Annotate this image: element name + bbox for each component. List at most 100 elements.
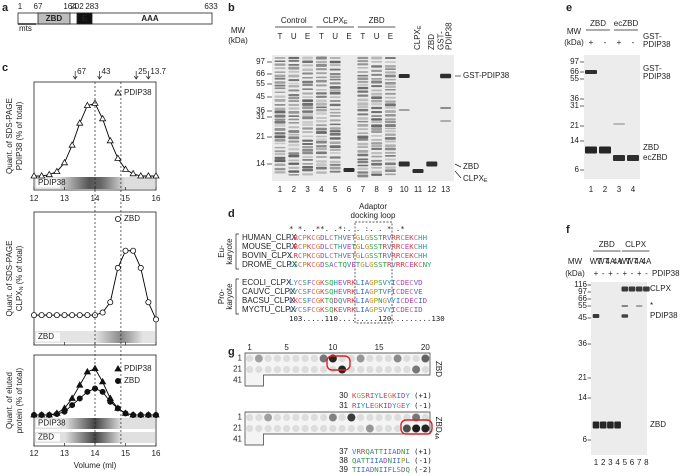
residue: D (397, 447, 401, 456)
gel-band (274, 95, 286, 98)
residue: V (342, 233, 347, 242)
array-spot (273, 413, 281, 422)
row-label: 1 (238, 413, 243, 422)
domain-label: mts (19, 24, 32, 33)
gel-band (384, 106, 396, 109)
gel-band (329, 73, 341, 75)
residue: G (316, 233, 320, 242)
gel-band (288, 130, 300, 133)
gel-band (592, 421, 600, 429)
residue: G (365, 233, 369, 242)
gel-band (329, 96, 341, 98)
residue: A (365, 287, 370, 296)
column-label: 20 (421, 343, 430, 352)
data-point (106, 136, 114, 144)
register-shift: (-1) (414, 401, 432, 410)
gel-band (302, 116, 314, 120)
group-bracket (235, 278, 239, 315)
gel-band (315, 92, 327, 95)
residue: I (397, 391, 401, 400)
marker-label: 21 (578, 373, 587, 382)
group-label: Control (281, 16, 307, 25)
gel-band (329, 170, 341, 173)
species-name: MYCTU_CLPX (242, 305, 296, 314)
gel-band (384, 82, 396, 85)
array-spot (338, 413, 346, 422)
residue: F (387, 287, 392, 296)
residue: E (405, 305, 409, 314)
annotation: Adaptor (359, 202, 387, 211)
y-axis-label: protein (% of total) (15, 367, 24, 433)
gel-band (274, 63, 286, 66)
gel-band (412, 169, 424, 173)
gel-band (357, 171, 369, 174)
label-subscript: E (417, 25, 423, 29)
gel-band (274, 132, 286, 135)
species-name: HUMAN_CLPX (242, 233, 297, 242)
array-name: ZBD (434, 361, 443, 377)
gel-band (371, 73, 383, 76)
legend-label: ZBD (124, 214, 140, 223)
marker-label: 6 (575, 165, 580, 174)
residue: E (409, 260, 413, 269)
residue: Y (405, 391, 410, 400)
gel-band (302, 113, 314, 116)
gel-band (329, 148, 341, 151)
data-point (68, 394, 76, 401)
gel-band (288, 118, 300, 121)
size-marker-label: 67 (77, 67, 86, 76)
data-point (99, 388, 106, 395)
gel-band (357, 164, 369, 167)
residue: P (374, 287, 379, 296)
residue: K (320, 305, 325, 314)
array-spot (255, 365, 263, 374)
gel-band (329, 91, 341, 95)
residue: L (289, 260, 294, 269)
marker-label: 55 (578, 301, 587, 310)
residue: E (338, 287, 342, 296)
marker-label: 21 (256, 132, 265, 141)
size-marker-arrow (97, 71, 102, 80)
data-point (84, 312, 91, 319)
residue: V (383, 287, 388, 296)
gel-band (274, 127, 286, 131)
gel-band (274, 167, 286, 171)
residue-position: 67 (34, 2, 43, 11)
array-spot (357, 413, 365, 422)
residue: N (388, 456, 392, 465)
sign: + (617, 38, 622, 47)
gel-band (274, 67, 286, 70)
residue: E (351, 260, 355, 269)
gel-band (384, 56, 396, 60)
gel-band (329, 103, 341, 107)
residue: L (379, 391, 384, 400)
gel-band (621, 286, 629, 292)
residue: N (423, 260, 427, 269)
residue: C (311, 233, 315, 242)
residue: T (334, 251, 339, 260)
residue: V (342, 287, 347, 296)
gel-band (329, 163, 341, 166)
gel-band (371, 103, 383, 106)
residue: T (378, 287, 383, 296)
y-axis-label: Quant. of SDS-PAGE (5, 241, 14, 317)
sign: - (632, 38, 635, 47)
lane-number: 7 (361, 185, 366, 194)
residue: N (378, 296, 382, 305)
residue: V (387, 251, 392, 260)
gel-band (371, 80, 383, 84)
residue: G (316, 278, 320, 287)
strip-label-bg (36, 178, 60, 188)
sign: - (602, 269, 605, 278)
data-point (137, 171, 145, 179)
residue: S (397, 465, 401, 474)
residue: R (400, 260, 405, 269)
gel-band (302, 146, 314, 149)
residue: G (365, 251, 369, 260)
gel-band (315, 147, 327, 151)
data-point (69, 402, 76, 409)
gel-band (315, 138, 327, 140)
size-marker-arrow (72, 71, 78, 80)
label-main: CLPX (413, 28, 422, 50)
residue: V (342, 278, 347, 287)
